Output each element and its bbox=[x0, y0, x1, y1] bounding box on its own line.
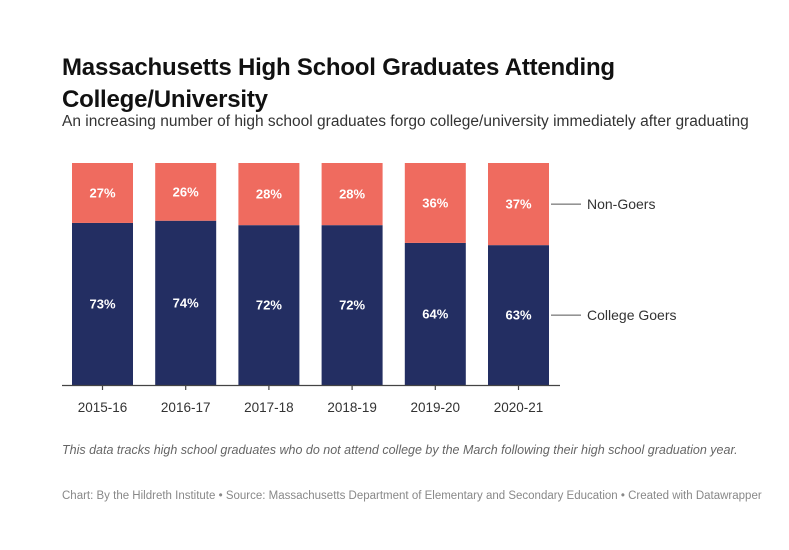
bar-non-goers bbox=[72, 163, 133, 223]
bar-label-non-goers: 28% bbox=[339, 187, 365, 202]
bar-labels-group: 73% 27% 74% 26% 72% 28% 72% 28% 64% 36% 63% 37% bbox=[89, 184, 531, 322]
x-tick-label: 2017-18 bbox=[244, 400, 294, 415]
bar-label-non-goers: 27% bbox=[89, 185, 115, 200]
bar-non-goers bbox=[404, 163, 466, 243]
chart-notes: This data tracks high school graduates w… bbox=[62, 443, 738, 457]
bar-college-goers bbox=[488, 245, 549, 385]
legend-label-college-goers: College Goers bbox=[587, 307, 677, 323]
x-tick-label: 2019-20 bbox=[411, 400, 461, 415]
bar-label-college-goers: 63% bbox=[505, 308, 531, 323]
bar-label-non-goers: 37% bbox=[505, 197, 531, 212]
x-tick-label: 2015-16 bbox=[78, 400, 128, 415]
bar-non-goers bbox=[321, 163, 383, 226]
chart-title: Massachusetts High School Graduates Atte… bbox=[62, 54, 615, 113]
bar-college-goers bbox=[404, 242, 466, 385]
x-ticks-group: 2015-16 2016-17 2017-18 2018-19 2019-20 2020-… bbox=[78, 385, 544, 415]
x-tick-label: 2016-17 bbox=[161, 400, 211, 415]
bar-label-college-goers: 72% bbox=[339, 298, 365, 313]
bar-non-goers bbox=[155, 163, 217, 221]
bar-label-non-goers: 36% bbox=[422, 195, 448, 210]
bar-non-goers bbox=[238, 163, 300, 226]
bar-college-goers bbox=[321, 225, 383, 385]
legend-group: College Goers Non-Goers bbox=[551, 196, 677, 323]
legend-label-non-goers: Non-Goers bbox=[587, 196, 655, 212]
x-tick-label: 2020-21 bbox=[494, 400, 544, 415]
bar-college-goers bbox=[155, 220, 217, 385]
bar-label-college-goers: 74% bbox=[173, 295, 199, 310]
bar-label-non-goers: 28% bbox=[256, 187, 282, 202]
bar-label-college-goers: 73% bbox=[89, 296, 115, 311]
bars-group bbox=[72, 163, 549, 385]
bar-label-college-goers: 64% bbox=[422, 306, 448, 321]
chart-subtitle: An increasing number of high school grad… bbox=[62, 113, 749, 130]
bar-label-college-goers: 72% bbox=[256, 298, 282, 313]
bar-non-goers bbox=[488, 163, 549, 246]
chart-credit: Chart: By the Hildreth Institute • Sourc… bbox=[62, 490, 762, 502]
bar-label-non-goers: 26% bbox=[173, 184, 199, 199]
x-tick-label: 2018-19 bbox=[327, 400, 377, 415]
bar-college-goers bbox=[72, 222, 133, 385]
bar-college-goers bbox=[238, 225, 300, 385]
